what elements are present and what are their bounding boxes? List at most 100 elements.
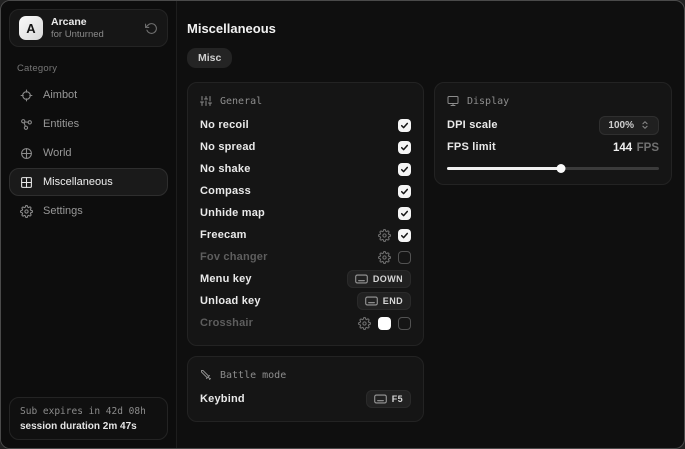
avatar: A: [19, 16, 43, 40]
select-arrows-icon: [640, 120, 650, 130]
fps-limit-label: FPS limit: [447, 141, 496, 153]
checkbox-unchecked[interactable]: [398, 250, 411, 264]
checkbox-checked[interactable]: [398, 140, 411, 154]
setting-label: Menu key: [200, 273, 252, 285]
sidebar: A Arcane for Unturned Category Aimbot Ent…: [1, 1, 177, 448]
setting-label: Unhide map: [200, 207, 265, 219]
setting-controls: [398, 206, 411, 220]
entities-icon: [20, 118, 33, 131]
setting-row-unhide-map: Unhide map: [200, 202, 411, 224]
main-content: Miscellaneous Misc General No recoil No s…: [177, 1, 684, 448]
setting-label: No shake: [200, 163, 251, 175]
subscription-status-box: Sub expires in 42d 08h session duration …: [9, 397, 168, 440]
sidebar-item-entities[interactable]: Entities: [9, 110, 168, 138]
page-title: Miscellaneous: [187, 21, 276, 36]
checkbox-checked[interactable]: [398, 206, 411, 220]
sidebar-item-label: Entities: [43, 118, 80, 130]
slider-fill: [447, 167, 562, 170]
setting-controls: F5: [365, 390, 411, 408]
sidebar-item-miscellaneous[interactable]: Miscellaneous: [9, 168, 168, 196]
slider-thumb[interactable]: [556, 164, 566, 173]
gear-icon[interactable]: [378, 250, 391, 264]
fps-unit: FPS: [636, 142, 659, 154]
setting-row-crosshair: Crosshair: [200, 312, 411, 334]
keybind-button[interactable]: END: [356, 292, 411, 310]
fps-limit-row: FPS limit 144 FPS: [447, 136, 659, 158]
fps-number: 144: [612, 142, 633, 154]
gear-icon[interactable]: [358, 316, 371, 330]
checkbox-checked[interactable]: [398, 184, 411, 198]
category-label: Category: [17, 63, 58, 74]
setting-controls: END: [356, 292, 411, 310]
fps-limit-value: 144 FPS: [613, 138, 659, 156]
panels-area: General No recoil No spread No shake Compas…: [187, 82, 672, 422]
setting-row-fov-changer: Fov changer: [200, 246, 411, 268]
setting-label: Compass: [200, 185, 251, 197]
app-subtitle: for Unturned: [51, 28, 104, 40]
sliders-icon: [200, 95, 212, 107]
setting-label: No recoil: [200, 119, 249, 131]
keybind-button[interactable]: DOWN: [346, 270, 411, 288]
sidebar-item-label: Aimbot: [43, 89, 78, 101]
grid-icon: [20, 176, 33, 189]
keybind-value: F5: [391, 394, 403, 404]
setting-label: Fov changer: [200, 251, 268, 263]
setting-row-freecam: Freecam: [200, 224, 411, 246]
sidebar-item-settings[interactable]: Settings: [9, 197, 168, 225]
battle-icon: [200, 369, 212, 381]
display-panel-header: Display: [447, 95, 659, 107]
setting-row-keybind: Keybind F5: [200, 388, 411, 410]
setting-controls: [398, 118, 411, 132]
app-title: Arcane: [51, 15, 87, 28]
battle-panel-title: Battle mode: [220, 369, 287, 381]
setting-label: Crosshair: [200, 317, 254, 329]
tab-misc[interactable]: Misc: [187, 48, 233, 68]
dpi-scale-select[interactable]: 100%: [599, 115, 659, 135]
keyboard-icon: [364, 296, 378, 306]
sidebar-item-label: Settings: [43, 205, 83, 217]
setting-row-unload-key: Unload key END: [200, 290, 411, 312]
checkbox-checked[interactable]: [398, 162, 411, 176]
display-panel-title: Display: [467, 95, 510, 107]
gear-icon: [20, 204, 33, 218]
keyboard-icon: [355, 274, 368, 284]
sidebar-item-label: Miscellaneous: [43, 176, 113, 188]
dpi-scale-label: DPI scale: [447, 119, 498, 131]
general-panel-title: General: [220, 95, 263, 107]
color-swatch[interactable]: [378, 316, 391, 330]
setting-controls: [378, 250, 411, 264]
setting-controls: [398, 140, 411, 154]
setting-row-no-recoil: No recoil: [200, 114, 411, 136]
general-panel: General No recoil No spread No shake Compas…: [187, 82, 424, 346]
sidebar-item-aimbot[interactable]: Aimbot: [9, 81, 168, 109]
gear-icon[interactable]: [378, 228, 391, 242]
sidebar-item-label: World: [43, 147, 72, 159]
fps-limit-slider[interactable]: [447, 164, 659, 173]
setting-controls: [398, 184, 411, 198]
display-panel: Display DPI scale 100% FPS limit: [434, 82, 672, 185]
refresh-icon[interactable]: [145, 22, 158, 35]
setting-controls: [358, 316, 411, 330]
sidebar-header: A Arcane for Unturned: [9, 9, 168, 47]
setting-label: Unload key: [200, 295, 261, 307]
sidebar-item-world[interactable]: World: [9, 139, 168, 167]
setting-label: No spread: [200, 141, 256, 153]
right-column: Display DPI scale 100% FPS limit: [434, 82, 672, 185]
left-column: General No recoil No spread No shake Compas…: [187, 82, 424, 422]
setting-controls: DOWN: [346, 270, 411, 288]
monitor-icon: [447, 95, 459, 107]
sub-expiry-text: Sub expires in 42d 08h: [20, 406, 146, 417]
setting-label: Keybind: [200, 393, 245, 405]
app-identity: Arcane for Unturned: [51, 16, 104, 41]
keybind-button[interactable]: F5: [365, 390, 411, 408]
checkbox-checked[interactable]: [398, 118, 411, 132]
battle-rows: Keybind F5: [200, 388, 411, 410]
setting-controls: [398, 162, 411, 176]
checkbox-unchecked[interactable]: [398, 316, 411, 330]
keybind-value: END: [382, 296, 403, 306]
general-rows: No recoil No spread No shake Compass Unhide …: [200, 114, 411, 334]
general-panel-header: General: [200, 95, 411, 107]
checkbox-checked[interactable]: [398, 228, 411, 242]
keyboard-icon: [373, 394, 387, 404]
